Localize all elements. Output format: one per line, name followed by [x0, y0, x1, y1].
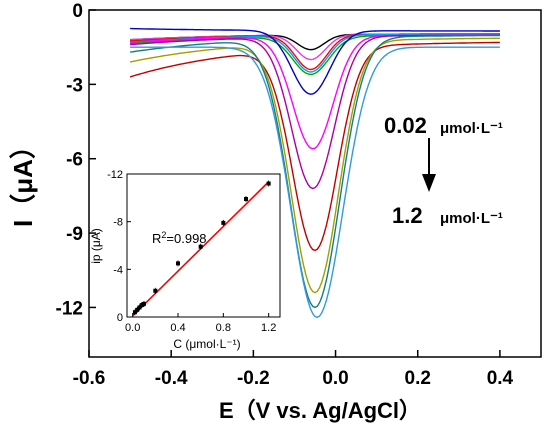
inset-data-point	[139, 303, 144, 308]
main-y-tick-label: -12	[56, 298, 83, 319]
main-y-tick-label: -6	[66, 150, 83, 171]
main-x-tick-label: -0.6	[73, 368, 106, 389]
r-squared-value: =0.998	[166, 231, 206, 246]
inset-y-tick-label: -4	[113, 264, 123, 276]
inset-x-tick-label: 0.8	[216, 322, 231, 334]
inset-data-point	[221, 220, 226, 225]
inset-r-squared: R2=0.998	[152, 230, 207, 246]
inset-y-ticks: -12 -8 -4 0	[107, 169, 131, 324]
main-x-tick-label: 0.2	[405, 368, 431, 389]
inset-data-point	[266, 181, 271, 186]
main-y-ticks: 0 -3 -6 -9 -12	[56, 1, 96, 319]
inset-data-point	[137, 305, 142, 310]
main-curves	[129, 27, 500, 319]
inset-y-tick-label: -8	[113, 217, 123, 229]
inset-data-point	[176, 261, 180, 266]
inset-points	[132, 180, 271, 316]
main-y-tick-label: -3	[66, 75, 83, 96]
inset-y-tick-label: 0	[117, 312, 123, 324]
voltammogram-curve	[129, 41, 500, 252]
voltammogram-curve	[130, 34, 500, 309]
end-concentration-value: 1.2	[392, 203, 423, 228]
inset-x-tick-label: 0.0	[125, 322, 140, 334]
voltammogram-curve	[129, 37, 500, 294]
inset-x-ticks: 0.0 0.4 0.8 1.2	[125, 313, 276, 334]
inset-data-point	[153, 288, 158, 293]
end-concentration-unit: μmol·L⁻¹	[440, 210, 503, 227]
start-concentration-unit: μmol·L⁻¹	[440, 120, 503, 137]
inset-data-point	[132, 310, 137, 315]
main-x-ticks: -0.6 -0.4 -0.2 0.0 0.2 0.4	[73, 350, 514, 389]
main-y-axis-title: I（μA）	[8, 133, 38, 227]
voltammogram-curve	[130, 46, 500, 319]
main-y-tick-label: -9	[66, 224, 83, 245]
inset-x-axis-title: C (μmol·L⁻¹)	[173, 337, 240, 351]
inset-x-tick-label: 1.2	[261, 322, 276, 334]
inset-data-point	[142, 301, 146, 306]
main-x-tick-label: 0.0	[322, 368, 348, 389]
main-x-axis-title: E（V vs. Ag/AgCl）	[219, 398, 421, 423]
inset-y-axis-title: ip (μA)	[89, 228, 103, 264]
inset-y-tick-label: -12	[107, 169, 123, 181]
inset-data-point	[244, 197, 248, 202]
r-squared-superscript: 2	[161, 230, 166, 240]
inset-x-tick-label: 0.4	[170, 322, 185, 334]
main-y-tick-label: 0	[72, 1, 83, 22]
inset-data-point	[198, 244, 203, 249]
r-squared-symbol: R	[152, 231, 161, 246]
main-x-tick-label: 0.4	[487, 368, 514, 389]
main-x-tick-label: -0.2	[237, 368, 270, 389]
inset-data-point	[135, 307, 140, 312]
main-x-tick-label: -0.4	[155, 368, 188, 389]
concentration-arrow-head	[422, 174, 436, 192]
start-concentration-value: 0.02	[384, 113, 427, 138]
voltammogram-curve	[130, 27, 500, 95]
